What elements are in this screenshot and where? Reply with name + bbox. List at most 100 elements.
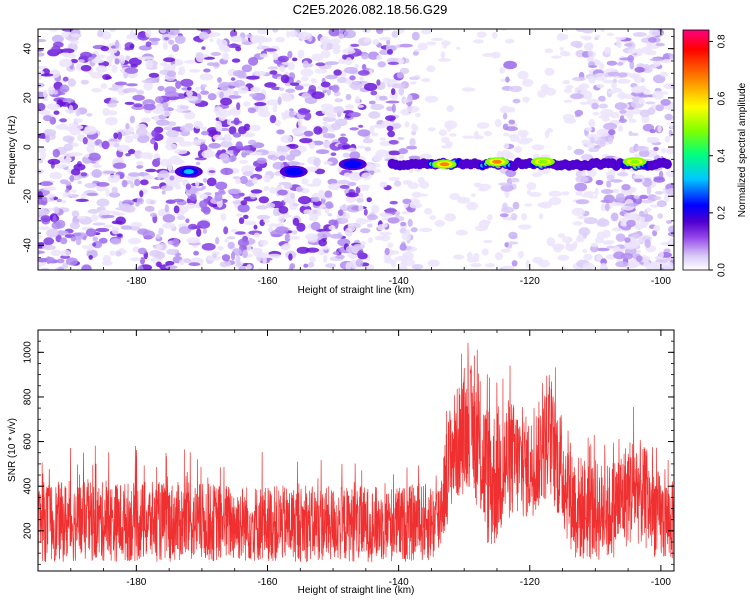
spectrogram-speckle bbox=[130, 29, 134, 37]
spectrogram-speckle bbox=[396, 71, 404, 79]
spectrogram-speckle bbox=[62, 98, 74, 104]
colorbar: 0.0 0.2 0.4 0.6 0.8 Normalized spectral ampl… bbox=[682, 29, 748, 277]
spectrogram-speckle bbox=[227, 95, 242, 99]
spectrogram-speckle bbox=[113, 132, 119, 139]
spectrogram-speckle bbox=[580, 35, 592, 39]
spectrogram-speckle bbox=[570, 93, 584, 100]
spectrogram-speckle bbox=[109, 29, 116, 33]
spectrogram-speckle bbox=[312, 209, 318, 215]
spectrogram-speckle bbox=[573, 148, 585, 155]
spectrogram-speckle bbox=[334, 118, 348, 127]
spectrogram-speckle bbox=[320, 81, 331, 88]
spectrogram-speckle bbox=[286, 30, 290, 38]
spectrogram-speckle bbox=[206, 62, 216, 67]
spectrogram-speckle bbox=[162, 214, 176, 223]
spectrogram-speckle bbox=[663, 248, 671, 253]
spectrogram-speckle bbox=[263, 219, 270, 224]
spectrogram-speckle bbox=[47, 193, 56, 198]
spectrogram-speckle bbox=[461, 87, 476, 92]
spectrogram-speckle bbox=[184, 95, 199, 102]
spectrogram-speckle bbox=[239, 175, 248, 185]
spectrogram-speckle bbox=[220, 83, 229, 91]
spectrogram-speckle bbox=[145, 59, 154, 69]
spectrogram-speckle bbox=[634, 66, 645, 73]
spectrogram-speckle bbox=[171, 63, 176, 72]
spectrogram-speckle bbox=[499, 66, 506, 74]
spectrogram-speckle bbox=[272, 29, 279, 33]
spectrogram-speckle bbox=[297, 49, 305, 59]
spectrogram-speckle bbox=[501, 206, 515, 213]
spectrogram-speckle bbox=[199, 144, 208, 152]
spectrogram-speckle bbox=[280, 244, 289, 251]
spectrogram-speckle bbox=[206, 32, 221, 37]
spectrogram-speckle bbox=[598, 95, 606, 102]
spectrogram-speckle bbox=[343, 172, 351, 178]
spectrogram-speckle bbox=[145, 30, 152, 38]
spectrogram-speckle bbox=[323, 254, 328, 264]
spectrogram-speckle bbox=[234, 231, 246, 235]
spectrogram-speckle bbox=[581, 90, 593, 100]
spectrogram-speckle bbox=[212, 134, 223, 141]
spectrogram-speckle bbox=[595, 179, 604, 186]
spectrogram-speckle bbox=[517, 138, 531, 145]
spectrogram-speckle bbox=[327, 213, 333, 217]
spectrogram-speckle bbox=[45, 134, 50, 143]
spectrogram-speckle bbox=[108, 192, 121, 198]
spectrogram-speckle bbox=[340, 133, 346, 137]
spectrogram-speckle bbox=[291, 230, 298, 235]
spectrogram-speckle bbox=[160, 185, 174, 192]
spectrogram-speckle bbox=[306, 183, 320, 187]
spectrogram-speckle bbox=[233, 117, 240, 126]
colorbar-ticks: 0.0 0.2 0.4 0.6 0.8 bbox=[709, 34, 728, 277]
spectrogram-speckle bbox=[263, 48, 277, 52]
colorbar-gradient bbox=[682, 29, 710, 271]
spectrogram-speckle bbox=[195, 86, 200, 91]
spectrogram-speckle bbox=[88, 243, 94, 251]
x-tick-label: -100 bbox=[651, 276, 671, 287]
spectrogram-speckle bbox=[38, 102, 46, 111]
spectrogram-speckle bbox=[280, 135, 293, 143]
spectrogram-speckle bbox=[208, 142, 222, 149]
spectrogram-speckle bbox=[633, 233, 640, 239]
spectrogram-speckle bbox=[366, 264, 375, 270]
spectrogram-speckle bbox=[354, 96, 361, 105]
spectrogram-speckle bbox=[215, 112, 224, 117]
spectrogram-speckle bbox=[587, 50, 594, 57]
spectrogram-speckle bbox=[172, 198, 185, 203]
spectrogram-speckle bbox=[254, 102, 267, 107]
spectrogram-speckle bbox=[266, 202, 276, 209]
spectrogram-speckle bbox=[517, 70, 529, 80]
spectrogram-speckle bbox=[132, 246, 140, 253]
spectrogram-speckle bbox=[357, 145, 366, 149]
spectrogram-speckle bbox=[337, 136, 348, 144]
spectrogram-speckle bbox=[387, 79, 394, 84]
spectrogram-speckle bbox=[538, 213, 544, 220]
spectrogram-speckle bbox=[633, 195, 641, 199]
spectrogram-speckle bbox=[80, 79, 90, 85]
spectrogram-speckle bbox=[101, 214, 115, 219]
spectrogram-speckle bbox=[610, 202, 624, 207]
spectrogram-speckle bbox=[476, 31, 487, 38]
snr-panel: -180 -160 -140 -120 -100 200 400 600 800 1000 He… bbox=[7, 329, 675, 596]
spectrogram-speckle bbox=[38, 48, 44, 52]
spectrogram-speckle bbox=[310, 221, 321, 231]
spectrogram-speckle bbox=[201, 149, 216, 159]
snr-x-ticks: -180 -160 -140 -120 -100 bbox=[37, 330, 671, 588]
colorbar-tick-label: 0.8 bbox=[717, 34, 728, 48]
spectrogram-speckle bbox=[128, 172, 141, 177]
spectrogram-speckle bbox=[267, 227, 273, 233]
spectrogram-speckle bbox=[358, 192, 364, 199]
spectrogram-speckle bbox=[298, 31, 311, 41]
spectrogram-speckle bbox=[172, 238, 180, 248]
spectrogram-speckle bbox=[588, 118, 596, 128]
spectrogram-speckle bbox=[387, 61, 399, 65]
spectrogram-speckle bbox=[124, 87, 138, 93]
spectrogram-speckle bbox=[330, 152, 337, 156]
spectrogram-speckle bbox=[600, 109, 615, 117]
spectrogram-speckle bbox=[56, 258, 65, 264]
spectrogram-speckle bbox=[130, 182, 135, 189]
spectrogram-speckle bbox=[347, 111, 361, 118]
spectrogram-speckle bbox=[235, 141, 243, 150]
spectrogram-speckle bbox=[62, 192, 73, 198]
spectrogram-speckle bbox=[399, 243, 407, 251]
